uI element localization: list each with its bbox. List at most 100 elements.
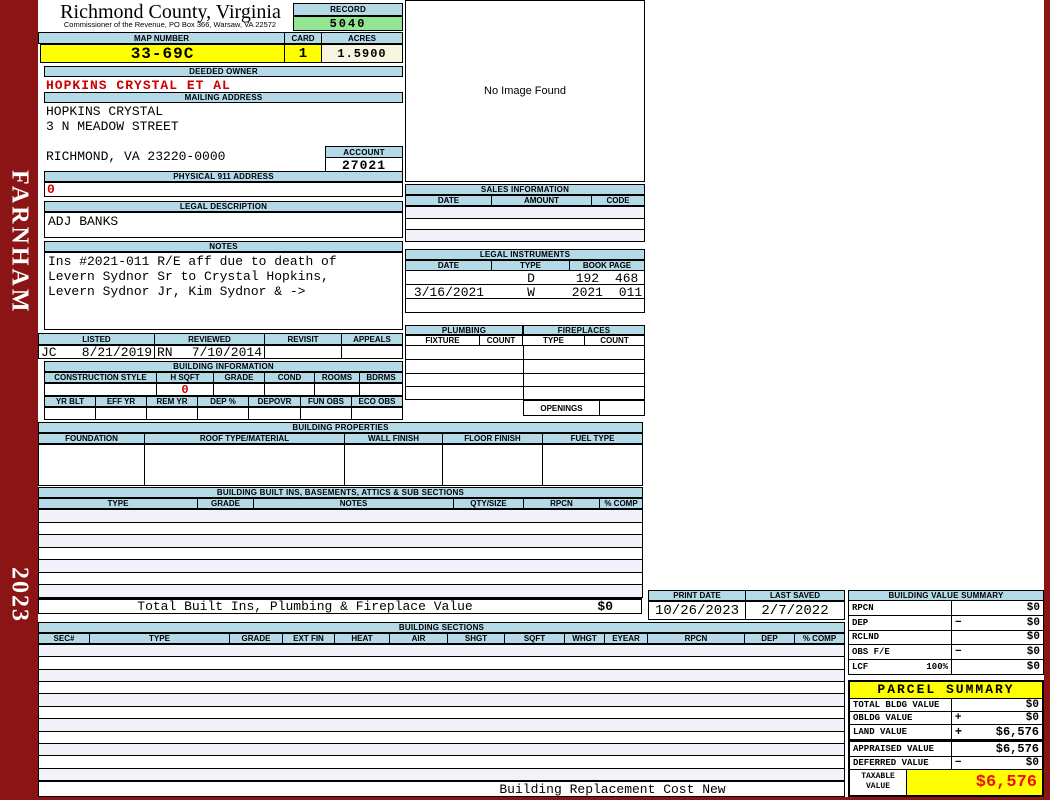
ecoobs-header: ECO OBS — [352, 396, 403, 407]
listed-by: JC — [41, 345, 57, 359]
notes-line: Ins #2021-011 R/E aff due to death of — [48, 254, 337, 269]
ps-op: − — [954, 756, 962, 769]
bi-rpcn-header: RPCN — [524, 498, 600, 509]
empty-row — [406, 387, 644, 399]
ps-row: APPRAISED VALUE $6,576 — [850, 739, 1042, 757]
depovr-header: DEPOVR — [249, 396, 301, 407]
bdrms-header: BDRMS — [360, 372, 403, 383]
bi-qty-header: QTY/SIZE — [454, 498, 524, 509]
li-date — [406, 299, 492, 312]
foundation-header: FOUNDATION — [38, 433, 145, 444]
map-number-header: MAP NUMBER — [38, 32, 285, 44]
building-sections-header-row: SEC# TYPE GRADE EXT FIN HEAT AIR SHGT SQ… — [38, 633, 845, 644]
bvs-label: OBS F/E — [852, 647, 890, 658]
bvs-label: RPCN — [852, 602, 874, 613]
li-date — [406, 271, 492, 284]
building-info-header-row1: CONSTRUCTION STYLE H SQFT GRADE COND ROO… — [44, 372, 403, 383]
empty-row — [39, 523, 642, 536]
ps-value: $0 — [1025, 756, 1039, 769]
ps-label: LAND VALUE — [853, 726, 908, 737]
appeals-value — [342, 345, 403, 359]
notes-header: NOTES — [44, 241, 403, 252]
record-header: RECORD — [293, 3, 403, 16]
bs-air-header: AIR — [390, 633, 448, 644]
revisit-header: REVISIT — [265, 333, 342, 345]
notes-line: Levern Sydnor Sr to Crystal Hopkins, — [48, 269, 329, 284]
parcel-summary: PARCEL SUMMARY TOTAL BLDG VALUE $0 OBLDG… — [848, 680, 1044, 797]
ps-row: DEFERRED VALUE − $0 — [850, 756, 1042, 770]
bs-comp-header: % COMP — [795, 633, 845, 644]
rooms-value — [315, 383, 360, 396]
bvs-row: DEP − $0 — [848, 615, 1044, 631]
funobs-header: FUN OBS — [301, 396, 352, 407]
remyr-value — [147, 407, 198, 420]
fireplace-type-header: TYPE — [523, 335, 585, 346]
deeded-owner-header: DEEDED OWNER — [44, 66, 403, 77]
parcel-id-header-row: MAP NUMBER CARD ACRES — [38, 32, 403, 44]
bvs-row: RCLND $0 — [848, 630, 1044, 646]
acres-header: ACRES — [322, 32, 403, 44]
built-ins-total-row: Total Built Ins, Plumbing & Fireplace Va… — [38, 598, 642, 614]
bvs-value: $0 — [1026, 661, 1040, 674]
ps-value: $0 — [1025, 711, 1039, 724]
openings-row: OPENINGS — [523, 400, 645, 416]
hsqft-header: H SQFT — [157, 372, 214, 383]
ps-value: $0 — [1025, 698, 1039, 711]
li-bookpage: 192 468 — [575, 271, 639, 286]
last-saved-header: LAST SAVED — [746, 590, 845, 601]
building-information-title: BUILDING INFORMATION — [44, 361, 403, 372]
grade-header: GRADE — [214, 372, 265, 383]
empty-row — [39, 510, 642, 523]
deeded-owner-value: HOPKINS CRYSTAL ET AL — [46, 78, 231, 93]
building-value-summary-title: BUILDING VALUE SUMMARY — [848, 590, 1044, 601]
legal-instrument-row: 3/16/2021 W 2021 011 — [406, 285, 644, 300]
print-date-value: 10/26/2023 — [648, 601, 746, 620]
effyr-header: EFF YR — [96, 396, 147, 407]
legal-description-header: LEGAL DESCRIPTION — [44, 201, 403, 212]
remyr-header: REM YR — [147, 396, 198, 407]
fixture-header: FIXTURE — [405, 335, 480, 346]
li-date: 3/16/2021 — [413, 285, 485, 300]
li-type: W — [527, 285, 535, 300]
ps-value: $6,576 — [995, 741, 1039, 756]
bvs-label: LCF — [852, 662, 869, 673]
plumbing-fireplaces-header-row: FIXTURE COUNT TYPE COUNT — [405, 335, 645, 346]
print-info-value-row: 10/26/2023 2/7/2022 — [648, 601, 845, 620]
bi-type-header: TYPE — [38, 498, 198, 509]
print-date-header: PRINT DATE — [648, 590, 746, 601]
county-title: Richmond County, Virginia — [60, 1, 281, 23]
empty-row — [39, 585, 642, 598]
yrblt-value — [44, 407, 96, 420]
ps-label: APPRAISED VALUE — [853, 743, 935, 754]
building-properties-header-row: FOUNDATION ROOF TYPE/MATERIAL WALL FINIS… — [38, 433, 643, 444]
built-ins-title: BUILDING BUILT INS, BASEMENTS, ATTICS & … — [38, 487, 643, 498]
bs-sec-header: SEC# — [38, 633, 90, 644]
notes-line: Levern Sydnor Jr, Kim Sydnor & -> — [48, 284, 306, 299]
empty-row — [39, 756, 844, 769]
empty-row — [39, 743, 844, 757]
bvs-value: $0 — [1026, 616, 1040, 629]
card-value: 1 — [285, 44, 322, 63]
construction-style-value — [44, 383, 157, 396]
foundation-value — [38, 444, 145, 486]
building-properties-title: BUILDING PROPERTIES — [38, 422, 643, 433]
taxable-label: TAXABLE VALUE — [850, 769, 907, 795]
legal-instruments-title: LEGAL INSTRUMENTS — [405, 249, 645, 260]
divider — [523, 346, 524, 399]
listed-header: LISTED — [38, 333, 155, 345]
legal-description-value: ADJ BANKS — [44, 212, 403, 238]
district-label: FARNHAM — [6, 170, 33, 315]
building-info-header-row2: YR BLT EFF YR REM YR DEP % DEPOVR FUN OB… — [44, 396, 403, 407]
fireplaces-title: FIREPLACES — [523, 325, 645, 335]
reviewed-value: RN 7/10/2014 — [155, 345, 265, 359]
physical-address-header: PHYSICAL 911 ADDRESS — [44, 171, 403, 182]
li-bookpage: 2021 011 — [571, 285, 643, 300]
li-date-header: DATE — [405, 260, 492, 271]
card-header: CARD — [285, 32, 322, 44]
mailing-line: RICHMOND, VA 23220-0000 — [46, 149, 226, 164]
ps-value: $6,576 — [995, 724, 1039, 739]
li-type — [492, 299, 570, 312]
mailing-line: HOPKINS CRYSTAL — [46, 104, 164, 119]
empty-row — [39, 768, 844, 780]
empty-row — [406, 207, 644, 219]
